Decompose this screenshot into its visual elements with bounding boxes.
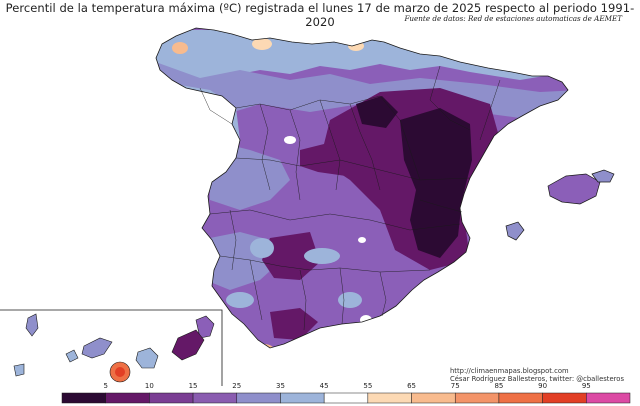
tenerife-hotspot-core [115,367,125,377]
legend-swatch [367,392,412,404]
blog-link[interactable]: http://climaenmapas.blogspot.com [450,367,569,375]
legend-swatch [498,392,543,404]
legend-label: 35 [275,382,285,390]
zone-east-darkest [400,108,472,258]
legend-swatch [105,392,150,404]
zone-spot-white-1 [284,136,296,144]
el-hierro [13,363,25,377]
canary-inset [0,309,223,386]
zone-spot-orange-2 [252,38,272,50]
gran-canaria [135,347,159,369]
province-borders [199,65,501,331]
legend-label: 15 [188,382,198,390]
zone-aragon-darkest [356,96,398,128]
legend-label: 10 [144,382,154,390]
inset-frame [0,309,223,386]
zone-spot-white-2 [358,237,366,243]
legend-swatch [61,392,106,404]
zone-spot-orange-1 [172,42,188,54]
legend-label: 55 [363,382,373,390]
peninsula-map [155,27,569,349]
legend-label: 25 [232,382,242,390]
zone-spot-blue-1 [304,248,340,264]
legend-label: 65 [407,382,416,390]
gomera [65,349,79,363]
legend-label: 75 [450,382,460,390]
legend-swatch [542,392,587,404]
legend-swatch [280,392,325,404]
zone-spot-blue-4 [338,292,362,308]
author-credit: César Rodríguez Ballesteros, twitter: @c… [450,375,624,383]
fuerteventura [171,329,205,361]
legend-label: 5 [103,382,108,390]
zone-south-coast-dark [270,308,318,340]
mallorca [547,173,601,205]
legend-labels: 5 10 15 25 35 45 55 65 75 85 90 95 [0,382,640,392]
zone-andalucia-dark [262,232,320,280]
la-palma [25,313,39,337]
legend-swatch [454,392,500,404]
legend-swatch [149,392,194,404]
legend-swatch [323,392,369,404]
peninsula-outline [155,27,569,349]
ibiza [505,221,525,241]
credits: http://climaenmapas.blogspot.com César R… [450,367,624,383]
balearic-islands [505,169,615,241]
legend [61,392,631,404]
data-source: Fuente de datos: Red de estaciones autom… [404,14,622,23]
legend-label: 90 [538,382,548,390]
legend-label: 95 [581,382,591,390]
zone-spot-blue-2 [250,238,274,258]
legend-label: 45 [319,382,329,390]
legend-swatch [586,392,631,404]
legend-swatch [411,392,456,404]
menorca [591,169,615,183]
legend-label: 85 [494,382,504,390]
legend-swatch [236,392,281,404]
tenerife [81,337,113,359]
map-title: Percentil de la temperatura máxima (ºC) … [5,1,635,29]
zone-central-dark [300,140,356,176]
zone-spot-white-3 [360,315,372,325]
legend-swatch [192,392,238,404]
zone-spot-orange-4 [254,344,274,348]
zone-spot-blue-3 [226,292,254,308]
